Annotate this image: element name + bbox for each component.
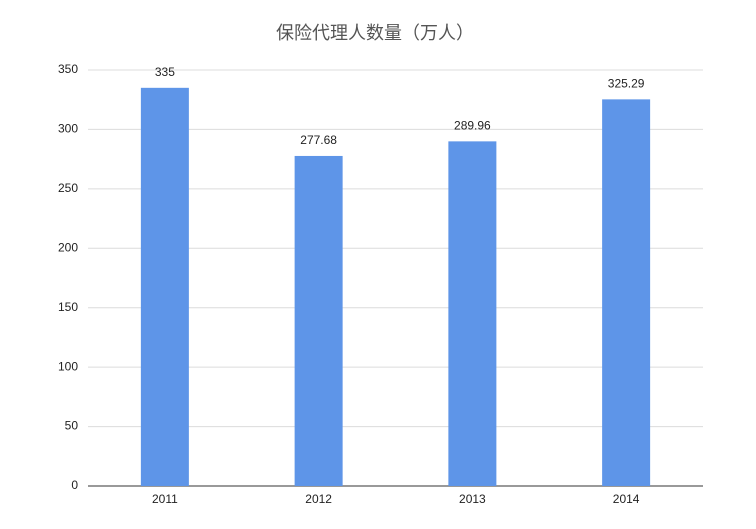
data-label: 335 (155, 65, 175, 79)
data-label: 277.68 (300, 133, 337, 147)
x-tick-label: 2013 (459, 492, 486, 506)
y-tick-label: 350 (58, 62, 78, 76)
data-label: 289.96 (454, 119, 491, 133)
x-tick-label: 2011 (152, 492, 178, 506)
y-tick-label: 300 (58, 122, 78, 136)
x-tick-label: 2012 (305, 492, 332, 506)
data-label: 325.29 (608, 77, 645, 91)
bar (294, 155, 343, 486)
bar (448, 141, 497, 487)
y-tick-label: 100 (58, 359, 78, 373)
y-tick-label: 200 (58, 240, 78, 254)
bar (602, 99, 651, 486)
y-tick-label: 0 (71, 478, 78, 492)
y-tick-label: 150 (58, 300, 78, 314)
y-tick-label: 250 (58, 181, 78, 195)
chart-title: 保险代理人数量（万人） (276, 23, 474, 43)
bar (140, 87, 189, 486)
y-tick-label: 50 (65, 419, 79, 433)
x-tick-label: 2014 (613, 492, 640, 506)
